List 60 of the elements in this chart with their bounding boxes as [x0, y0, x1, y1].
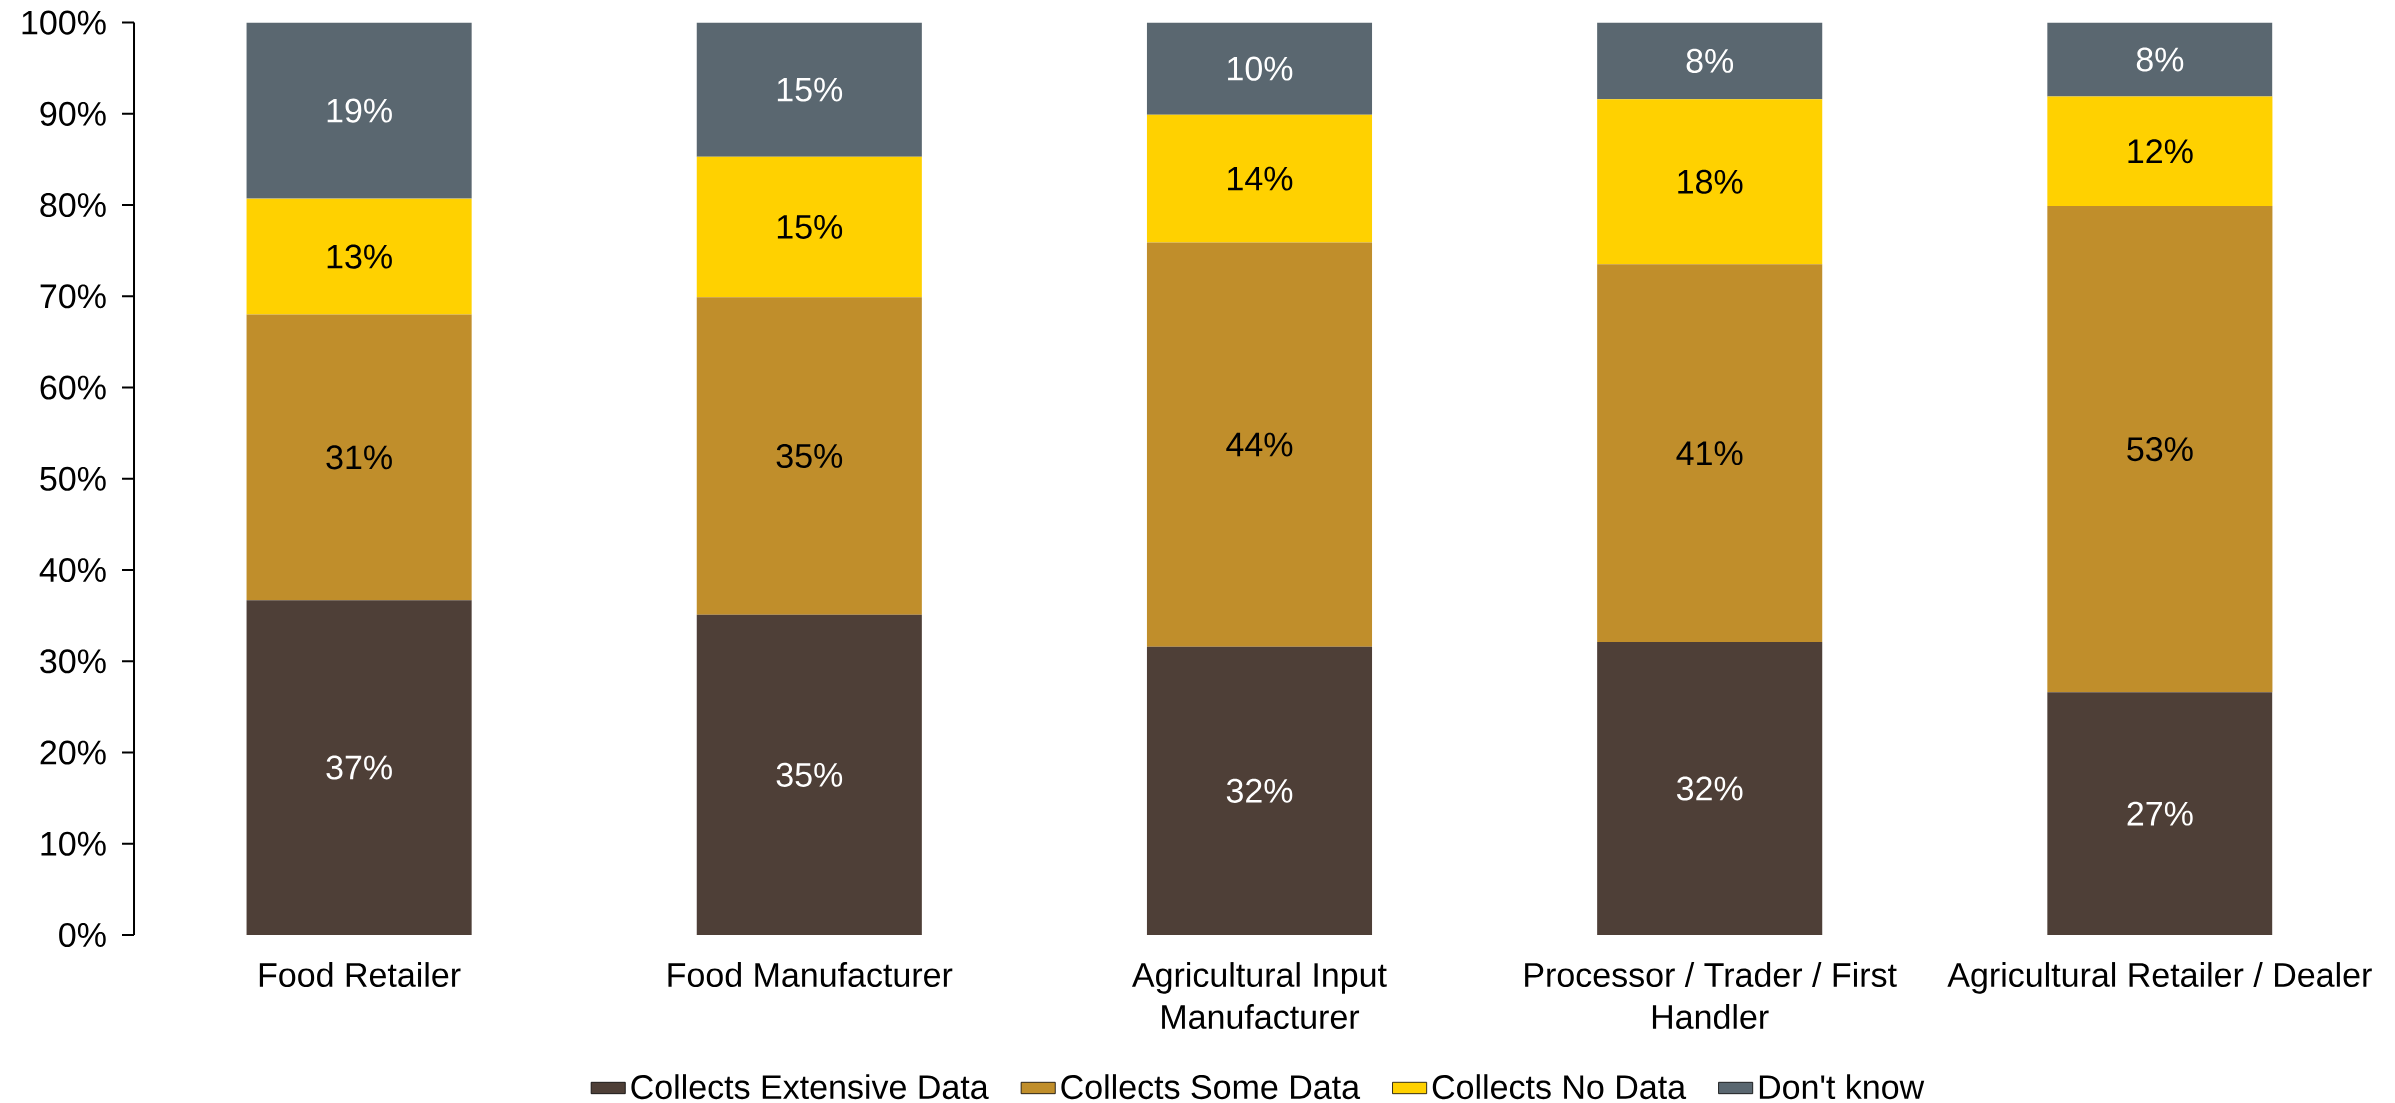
- y-tick-label: 10%: [41, 831, 106, 856]
- data-label: 14%: [1228, 166, 1293, 191]
- bar: [246, 314, 472, 601]
- bar: [696, 614, 922, 935]
- legend-label: Don't know: [1759, 1074, 1925, 1100]
- data-label: 15%: [777, 215, 843, 239]
- bar: [1597, 264, 1823, 643]
- bar: [1597, 642, 1823, 935]
- y-tick-label: 100%: [22, 10, 106, 35]
- bar: [2047, 692, 2273, 935]
- y-tick-label: 70%: [40, 284, 106, 309]
- y-tick-label: 20%: [40, 740, 106, 765]
- data-label: 35%: [776, 443, 843, 469]
- bar: [696, 297, 922, 615]
- y-tick-label: 30%: [40, 649, 106, 674]
- bar: [1597, 22, 1823, 100]
- data-label: 12%: [2128, 139, 2193, 164]
- data-label: 10%: [1228, 56, 1293, 81]
- data-label: 32%: [1226, 778, 1293, 803]
- x-tick-label: Food Retailer: [259, 962, 461, 988]
- x-tick-label: Agricultural Input Manufacturer: [1131, 962, 1387, 1030]
- x-tick-label: Processor / Trader / First Handler: [1525, 962, 1897, 1030]
- bar: [1146, 22, 1373, 115]
- x-tick-label: Food Manufacturer: [668, 962, 953, 988]
- bar: [2047, 205, 2273, 693]
- data-label: 8%: [2136, 47, 2184, 72]
- legend-label: Collects Extensive Data: [631, 1074, 989, 1100]
- data-label: 37%: [326, 755, 392, 780]
- bar: [1146, 242, 1373, 647]
- bar: [246, 198, 472, 315]
- legend-label: Collects Some Data: [1061, 1074, 1361, 1100]
- data-label: 8%: [1686, 48, 1734, 73]
- y-tick-label: 60%: [40, 375, 106, 400]
- data-label: 35%: [776, 762, 843, 787]
- x-tick-label: Agricultural Retailer / Dealer: [1947, 962, 2372, 994]
- bar: [246, 600, 472, 935]
- bar: [2047, 22, 2273, 97]
- data-label: 13%: [327, 244, 392, 269]
- bar: [246, 22, 472, 199]
- bar: [1146, 646, 1373, 935]
- data-label: 18%: [1678, 169, 1743, 194]
- data-label: 32%: [1676, 776, 1743, 801]
- bar: [696, 156, 922, 298]
- bar: [696, 22, 922, 157]
- data-label: 31%: [326, 445, 392, 470]
- y-tick-label: 50%: [40, 466, 106, 491]
- y-tick-label: 90%: [40, 101, 106, 126]
- data-label: 44%: [1226, 432, 1293, 457]
- y-tick-label: 80%: [40, 193, 106, 218]
- legend-label: Collects No Data: [1432, 1074, 1687, 1100]
- data-label: 27%: [2127, 801, 2193, 826]
- y-tick-label: 40%: [39, 557, 106, 583]
- bar: [1597, 99, 1823, 265]
- data-label: 19%: [327, 98, 392, 123]
- y-tick-label: 0%: [59, 922, 106, 948]
- bar: [1146, 114, 1373, 243]
- bar: [2047, 96, 2273, 206]
- data-label: 41%: [1676, 441, 1743, 466]
- data-label: 53%: [2127, 437, 2193, 462]
- data-label: 15%: [777, 77, 843, 102]
